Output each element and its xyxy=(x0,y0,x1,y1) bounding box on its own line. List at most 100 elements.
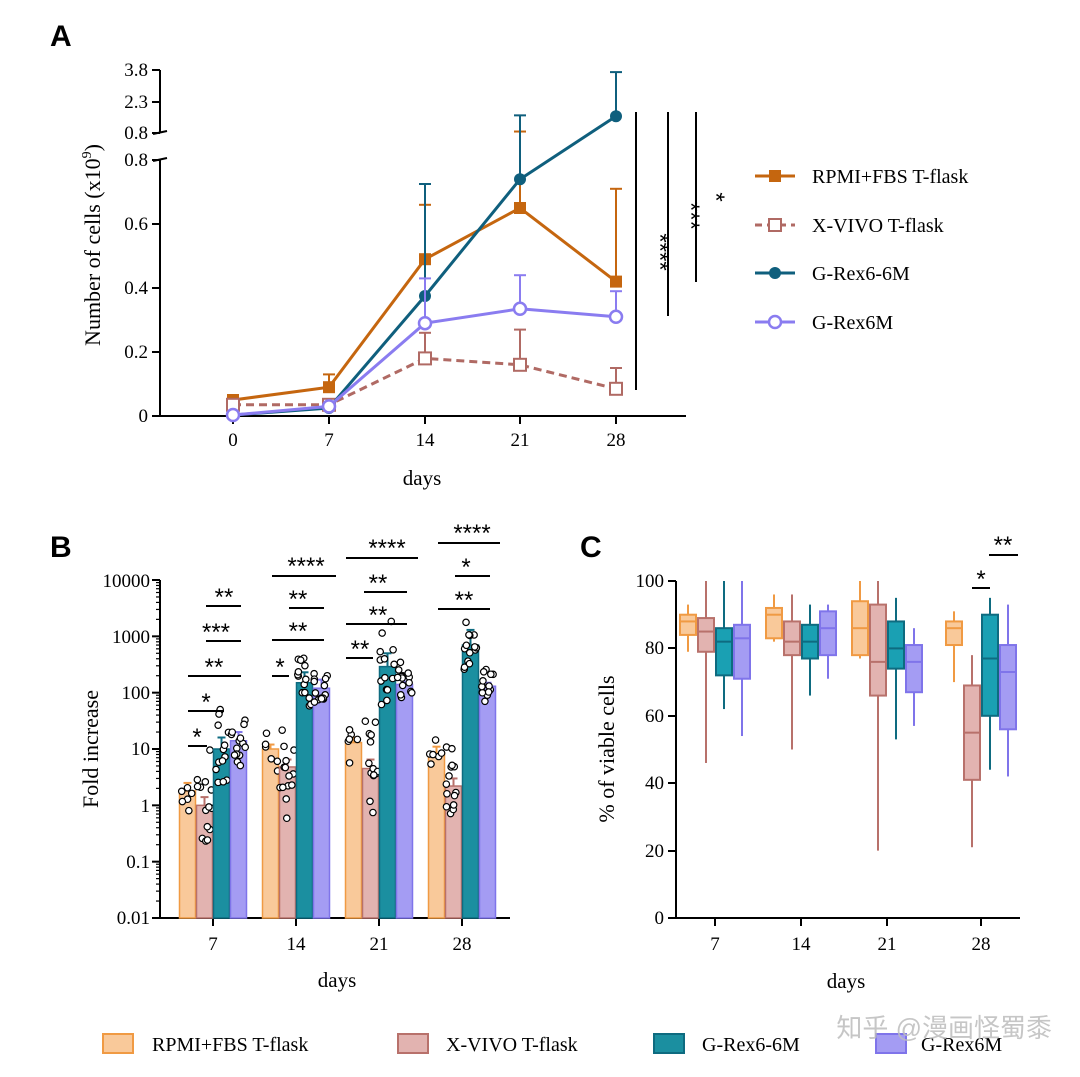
b-xtick-label: 21 xyxy=(370,934,389,955)
a-legend-item-grex6m: G-Rex6M xyxy=(755,312,893,334)
b-data-point xyxy=(294,668,303,676)
b-ytick-label: 1000 xyxy=(112,627,150,648)
b-data-point xyxy=(228,728,237,736)
c-ytick-label: 20 xyxy=(645,841,664,862)
a-xtick-label: 14 xyxy=(416,430,436,451)
b-data-point xyxy=(383,696,391,705)
b-data-point xyxy=(305,694,314,702)
b-sig-label: * xyxy=(192,724,201,751)
b-data-point xyxy=(281,763,290,772)
b-data-point xyxy=(377,700,386,709)
watermark: 知乎 @漫画怪蜀黍 xyxy=(836,1013,1052,1043)
b-data-point xyxy=(230,751,239,759)
b-sig-label: ** xyxy=(369,570,388,597)
b-data-point xyxy=(353,735,362,744)
b-xtick-label: 28 xyxy=(453,934,472,955)
c-ytick-label: 80 xyxy=(645,638,664,659)
b-data-point xyxy=(262,729,271,738)
b-data-point xyxy=(460,663,469,671)
b-data-point xyxy=(311,689,320,697)
a-xtick-label: 21 xyxy=(511,430,530,451)
b-data-point xyxy=(296,656,305,664)
a-ytick-label: 3.8 xyxy=(124,60,148,81)
b-sig-label: ** xyxy=(289,586,308,613)
b-data-point xyxy=(201,778,210,786)
b-data-point xyxy=(427,760,435,768)
a-point-marker xyxy=(321,399,337,414)
b-sig-label: **** xyxy=(368,535,405,562)
a-ytick-label: 0.2 xyxy=(124,342,148,363)
a-y-axis-title-sup: 9 xyxy=(80,151,95,158)
c-box xyxy=(981,613,999,717)
b-data-point xyxy=(280,742,288,751)
a-point-marker xyxy=(608,309,624,325)
b-data-point xyxy=(193,775,202,784)
b-x-ticks: 7 14 21 28 xyxy=(208,918,472,955)
c-box xyxy=(819,610,837,657)
b-data-point xyxy=(321,674,330,683)
b-data-point xyxy=(203,836,212,844)
b-data-point xyxy=(394,666,403,674)
a-ytick-label: 0.6 xyxy=(124,214,148,235)
b-data-point xyxy=(185,806,193,815)
b-data-point xyxy=(267,755,276,763)
b-data-point xyxy=(393,673,402,682)
c-series-layer xyxy=(679,581,1017,851)
c-box xyxy=(887,620,905,670)
bottom-legend: RPMI+FBS T-flask X-VIVO T-flask G-Rex6-6… xyxy=(102,1033,1002,1056)
b-data-point xyxy=(345,735,354,743)
b-data-point xyxy=(442,802,451,811)
b-data-point xyxy=(479,667,488,676)
b-ytick-label: 1 xyxy=(141,796,151,817)
b-data-point xyxy=(278,783,287,792)
a-legend-item-grex66m: G-Rex6-6M xyxy=(755,263,910,285)
b-sig-label: *** xyxy=(202,619,230,646)
c-box xyxy=(945,620,963,647)
c-box xyxy=(765,606,783,640)
b-data-point xyxy=(450,791,459,800)
panel-b: 0.01 0.1 1 10 100 1000 10000 7 14 21 28 … xyxy=(78,520,510,992)
b-data-point xyxy=(310,698,319,706)
legend-label-grex66m: G-Rex6-6M xyxy=(702,1034,800,1056)
a-legend-item-rpmi: RPMI+FBS T-flask xyxy=(755,166,968,188)
a-point-marker xyxy=(225,407,241,423)
b-data-point xyxy=(390,660,398,669)
a-point-marker xyxy=(512,301,528,317)
b-data-point xyxy=(219,777,228,786)
c-ytick-label: 100 xyxy=(636,571,665,592)
c-box xyxy=(783,620,801,657)
a-ytick-label: 0.8 xyxy=(124,123,148,144)
legend-swatch-grex66m xyxy=(653,1033,685,1054)
b-data-point xyxy=(487,670,495,679)
b-data-point xyxy=(431,736,440,744)
b-data-point xyxy=(317,694,326,703)
b-data-point xyxy=(310,677,319,686)
b-sig-label: ** xyxy=(369,602,388,629)
b-data-point xyxy=(448,744,456,753)
a-xtick-label: 7 xyxy=(324,430,334,451)
c-y-ticks: 0 20 40 60 80 100 xyxy=(636,571,676,929)
a-point-marker xyxy=(514,202,526,214)
a-xtick-label: 0 xyxy=(228,430,238,451)
a-legend: RPMI+FBS T-flask X-VIVO T-flask G-Rex6-6… xyxy=(755,166,968,334)
b-xtick-label: 7 xyxy=(208,934,218,955)
c-sig-label: * xyxy=(976,566,985,593)
b-bar xyxy=(195,804,214,919)
a-legend-marker xyxy=(769,170,781,182)
b-data-point xyxy=(429,750,437,759)
b-sig-label: **** xyxy=(453,520,490,547)
b-data-point xyxy=(389,645,397,654)
a-y-ticks-upper: 0.8 2.3 3.8 xyxy=(124,60,160,144)
b-data-point xyxy=(282,795,291,803)
c-xtick-label: 7 xyxy=(710,934,720,955)
b-data-point xyxy=(366,738,375,746)
a-sig-label: *** xyxy=(677,202,704,230)
b-data-point xyxy=(398,681,407,690)
b-significance xyxy=(188,542,500,747)
c-x-ticks: 7 14 21 28 xyxy=(710,918,991,955)
b-data-point xyxy=(183,783,192,792)
panel-label-a: A xyxy=(50,20,72,53)
c-box xyxy=(679,613,697,636)
a-ytick-label: 2.3 xyxy=(124,92,148,113)
